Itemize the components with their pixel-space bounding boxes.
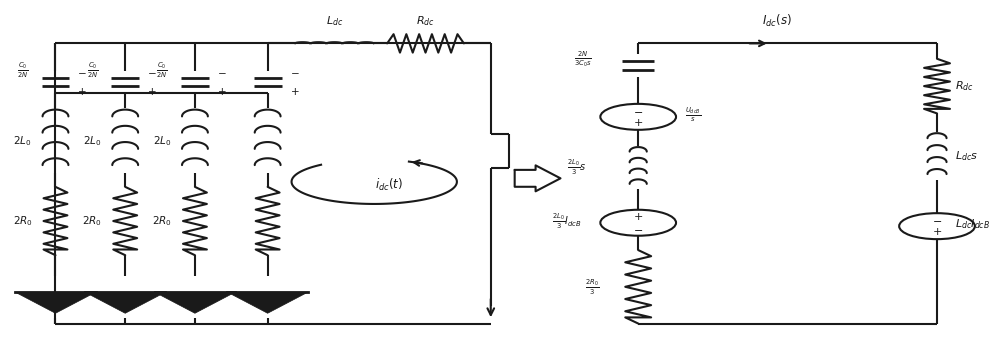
- Text: $\frac{2R_0}{3}$: $\frac{2R_0}{3}$: [585, 277, 600, 297]
- Text: $I_{dc}(s)$: $I_{dc}(s)$: [762, 13, 792, 29]
- Text: $+$: $+$: [217, 86, 226, 97]
- Text: $+$: $+$: [77, 86, 87, 97]
- Text: $+$: $+$: [147, 86, 157, 97]
- Text: $\frac{C_0}{2N}$: $\frac{C_0}{2N}$: [17, 60, 28, 80]
- Text: $2R_0$: $2R_0$: [152, 214, 172, 228]
- Text: $\frac{2N}{3C_0 s}$: $\frac{2N}{3C_0 s}$: [574, 49, 592, 69]
- Polygon shape: [15, 292, 96, 313]
- Text: $\frac{U_{dcB}}{s}$: $\frac{U_{dcB}}{s}$: [685, 106, 701, 124]
- Text: $i_{dc}(t)$: $i_{dc}(t)$: [375, 177, 403, 193]
- Text: $+$: $+$: [932, 226, 942, 237]
- Text: $L_{dc}I_{dcB}$: $L_{dc}I_{dcB}$: [955, 217, 990, 231]
- Text: $R_{dc}$: $R_{dc}$: [955, 79, 974, 93]
- Polygon shape: [85, 292, 165, 313]
- Text: $2R_0$: $2R_0$: [82, 214, 102, 228]
- Text: $+$: $+$: [290, 86, 299, 97]
- Text: $R_{dc}$: $R_{dc}$: [416, 14, 435, 28]
- Polygon shape: [515, 165, 560, 191]
- Text: $\frac{C_0}{2N}$: $\frac{C_0}{2N}$: [87, 60, 98, 80]
- Text: $-$: $-$: [77, 68, 87, 78]
- Text: $+$: $+$: [633, 211, 643, 222]
- Text: $+$: $+$: [633, 117, 643, 128]
- Text: $-$: $-$: [147, 68, 157, 78]
- Text: $2R_0$: $2R_0$: [13, 214, 33, 228]
- Text: $2L_0$: $2L_0$: [83, 134, 102, 147]
- Text: $2L_0$: $2L_0$: [153, 134, 171, 147]
- Text: $-$: $-$: [932, 215, 942, 225]
- Text: $2L_0$: $2L_0$: [13, 134, 32, 147]
- Text: $\frac{2L_0}{3}I_{dcB}$: $\frac{2L_0}{3}I_{dcB}$: [552, 211, 581, 231]
- Polygon shape: [227, 292, 308, 313]
- Polygon shape: [155, 292, 235, 313]
- Text: $L_{dc}$: $L_{dc}$: [326, 14, 343, 28]
- Text: $\frac{2L_0}{3}s$: $\frac{2L_0}{3}s$: [567, 158, 586, 177]
- Text: $-$: $-$: [217, 68, 226, 78]
- Text: $-$: $-$: [633, 106, 643, 116]
- Text: $\frac{C_0}{2N}$: $\frac{C_0}{2N}$: [156, 60, 168, 80]
- Text: $-$: $-$: [290, 68, 299, 78]
- Text: $-$: $-$: [633, 224, 643, 234]
- Text: $L_{dc}s$: $L_{dc}s$: [955, 149, 978, 163]
